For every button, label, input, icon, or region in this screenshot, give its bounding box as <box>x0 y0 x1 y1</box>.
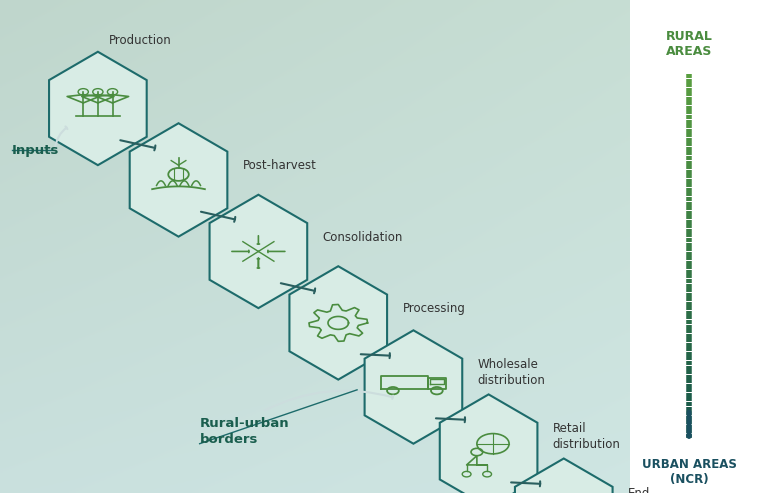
Text: Inputs: Inputs <box>12 144 60 157</box>
Text: Processing: Processing <box>402 302 465 315</box>
Text: RURAL
AREAS: RURAL AREAS <box>666 30 713 58</box>
Polygon shape <box>515 458 612 493</box>
Text: URBAN AREAS
(NCR): URBAN AREAS (NCR) <box>641 458 737 487</box>
Polygon shape <box>365 330 462 444</box>
Text: Consolidation: Consolidation <box>323 231 403 244</box>
Polygon shape <box>130 123 227 237</box>
Text: Production: Production <box>109 34 172 47</box>
Bar <box>630 0 783 493</box>
Polygon shape <box>49 52 146 165</box>
Text: Wholesale
distribution: Wholesale distribution <box>478 358 546 387</box>
Text: End-
consumption: End- consumption <box>628 487 705 493</box>
Text: Post-harvest: Post-harvest <box>243 159 316 172</box>
Polygon shape <box>440 394 537 493</box>
Polygon shape <box>210 195 307 308</box>
Polygon shape <box>290 266 387 380</box>
Text: Retail
distribution: Retail distribution <box>553 423 621 452</box>
Text: Rural-urban
borders: Rural-urban borders <box>200 417 289 446</box>
